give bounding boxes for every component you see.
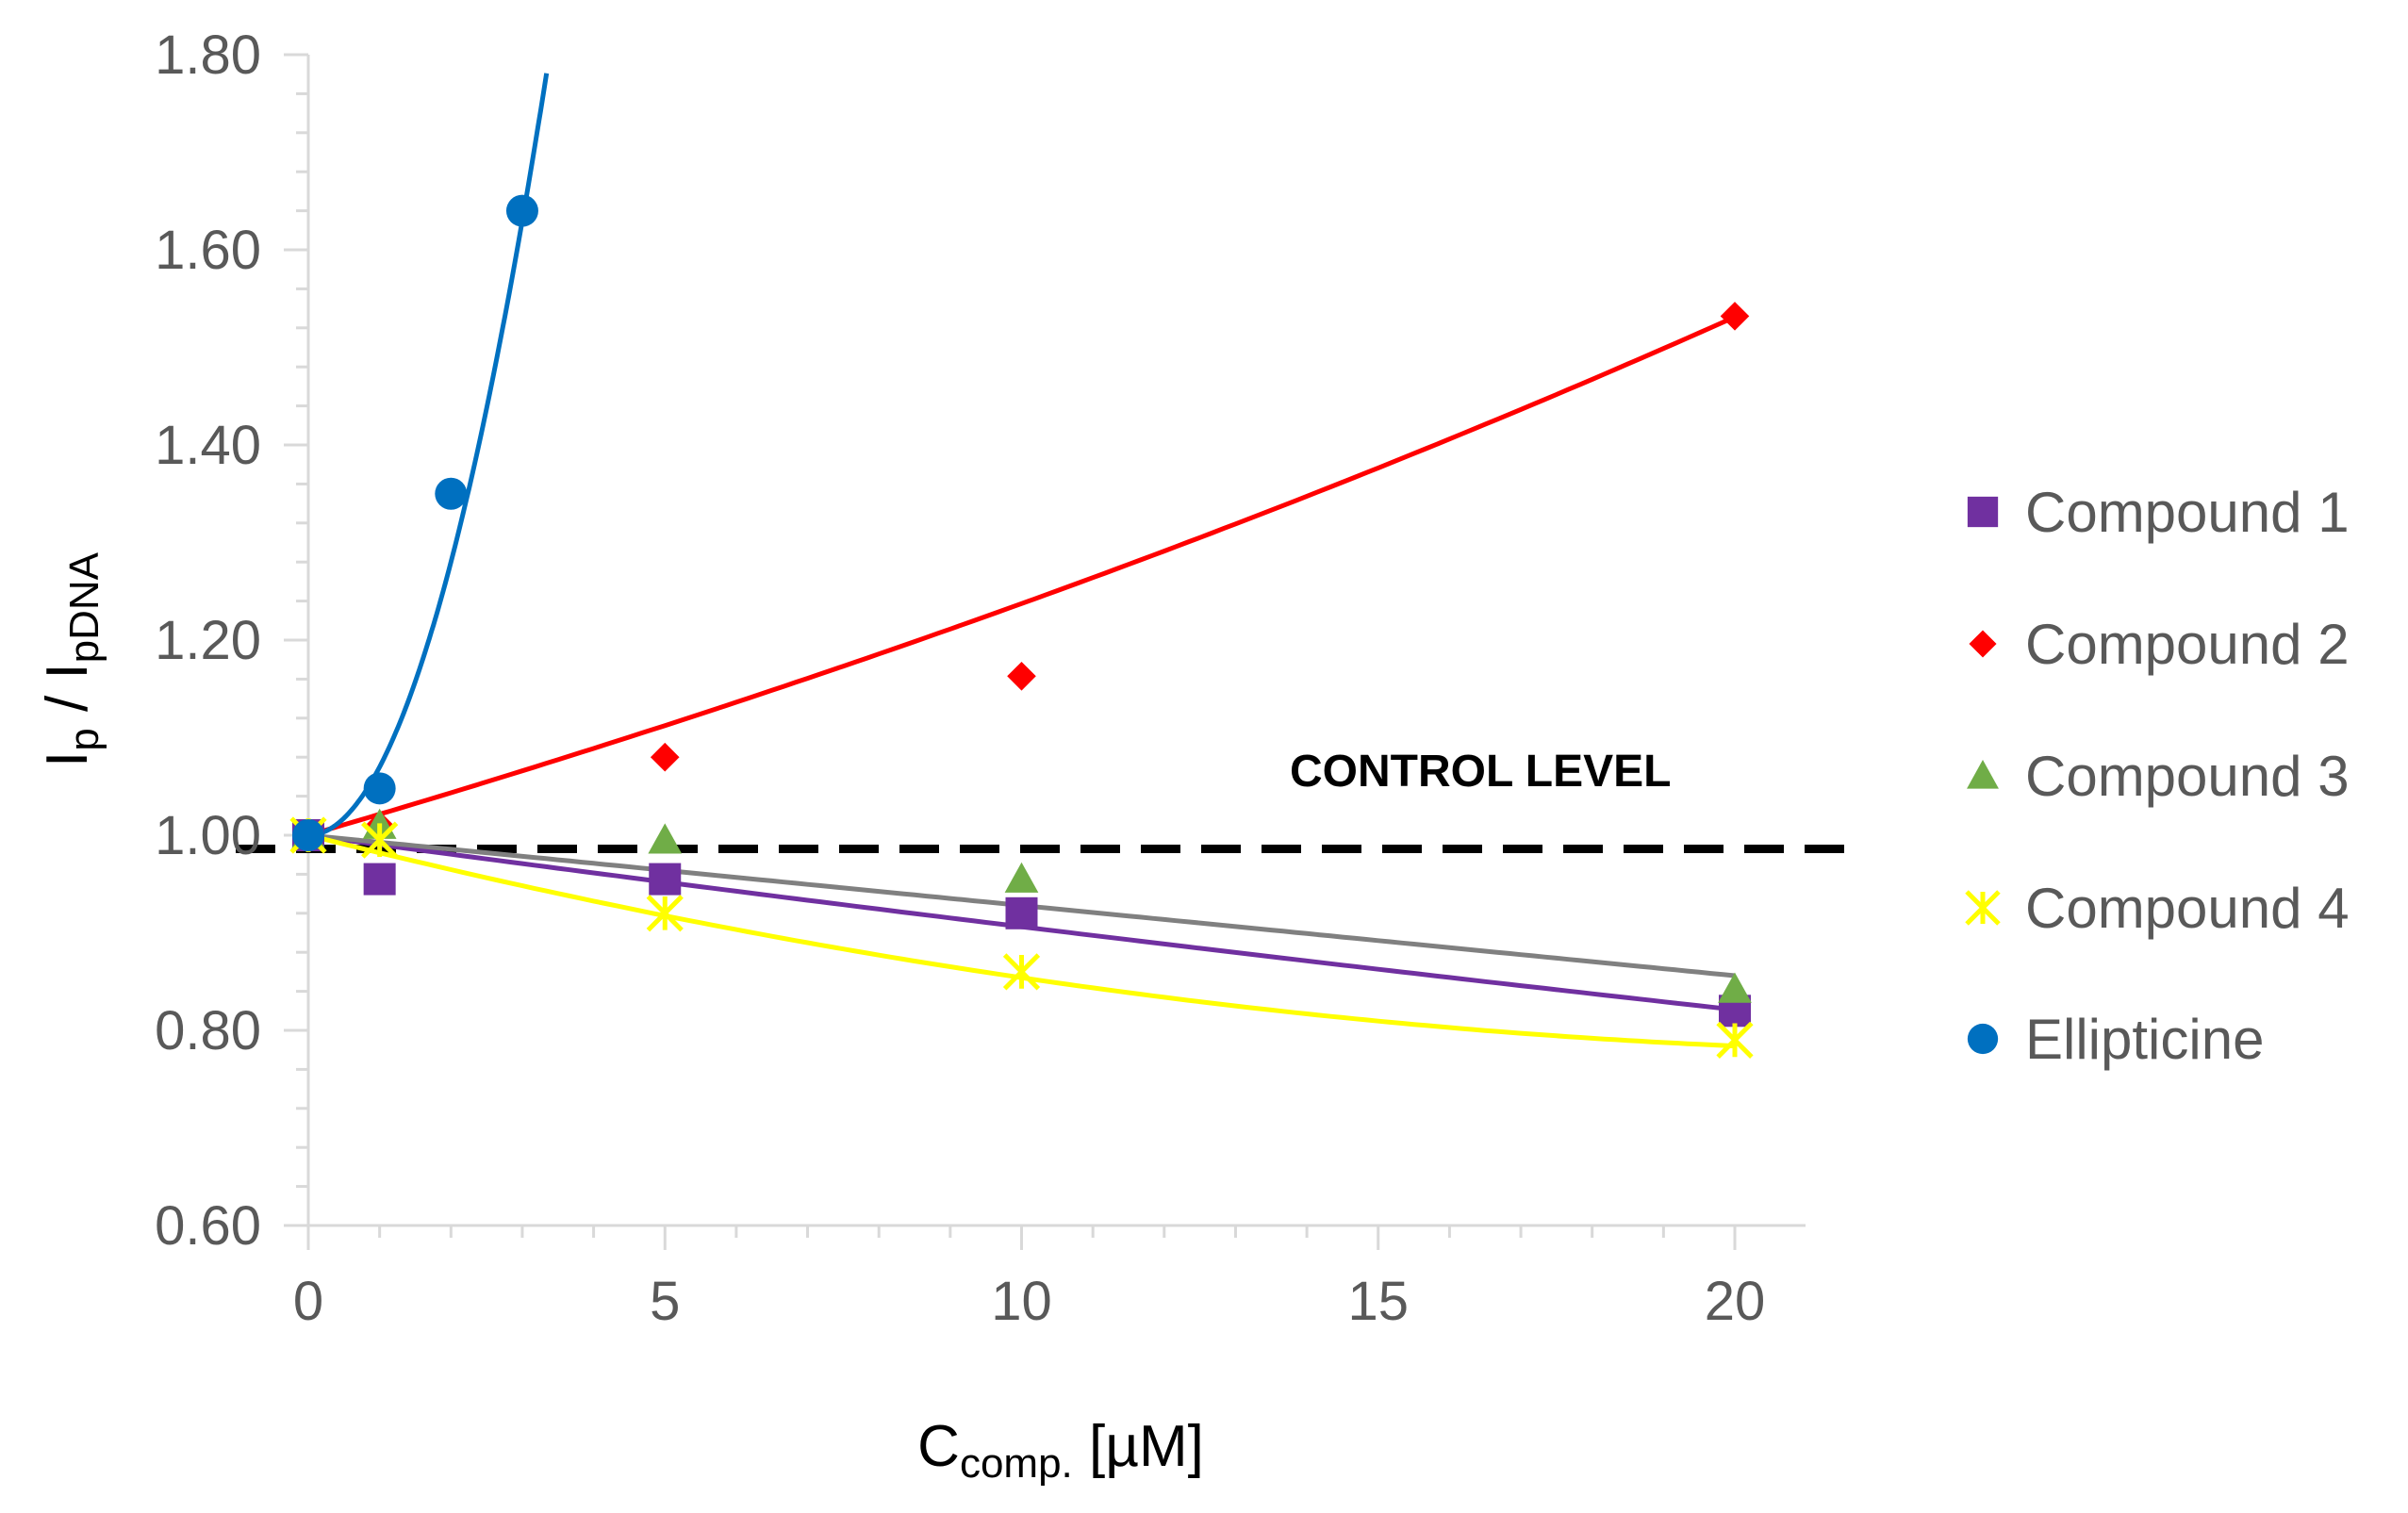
- legend-marker-compound-4: [1965, 890, 2001, 926]
- legend-item-compound-3: Compound 3: [1967, 745, 2350, 808]
- data-point-ellipticine: [435, 477, 468, 510]
- data-point-compound-4: [1716, 1021, 1754, 1059]
- y-axis-title-sub-pdna: pDNA: [61, 551, 107, 663]
- legend-marker-compound-3: [1967, 760, 1999, 789]
- axes: [236, 53, 1862, 1250]
- data-markers: [289, 194, 1754, 1059]
- y-tick-label: 1.60: [155, 220, 261, 281]
- data-point-compound-2: [1007, 661, 1036, 691]
- x-axis-title-main: C: [917, 1414, 960, 1479]
- data-point-compound-1: [363, 863, 396, 896]
- y-tick-label: 1.20: [155, 610, 261, 671]
- x-axis-title-sub: comp.: [960, 1440, 1073, 1487]
- legend-label-compound-3: Compound 3: [2025, 745, 2350, 808]
- x-tick-label: 15: [1347, 1271, 1409, 1332]
- legend-label-compound-2: Compound 2: [2025, 613, 2350, 676]
- x-tick-label: 5: [650, 1271, 680, 1332]
- data-point-compound-4: [361, 821, 399, 859]
- tick-labels: 0.60 0.80 1.00 1.20 1.40 1.60 1.80 0 5 10 15 20: [155, 25, 1765, 1332]
- legend: Compound 1 Compound 2 Compound 3 Compoun…: [1965, 481, 2350, 1071]
- legend-symbol: [1965, 890, 2001, 926]
- data-point-ellipticine: [292, 819, 324, 851]
- y-axis-title: Ip / IpDNA: [35, 551, 107, 767]
- data-point-ellipticine: [505, 194, 538, 227]
- legend-label-compound-1: Compound 1: [2025, 481, 2350, 544]
- legend-marker-compound-2: [1969, 630, 1997, 658]
- y-axis-title-main: I: [35, 751, 100, 767]
- data-point-compound-1: [649, 863, 682, 896]
- data-point-compound-4: [646, 895, 684, 932]
- series-compound-2: [293, 302, 1750, 850]
- data-point-ellipticine: [363, 772, 396, 805]
- y-tick-label: 0.60: [155, 1195, 261, 1257]
- legend-symbol: [1967, 496, 1999, 528]
- trendline-ellipticine: [307, 73, 550, 838]
- trendline-compound-2: [307, 315, 1737, 838]
- data-point-compound-2: [650, 742, 680, 772]
- data-point-compound-3: [1718, 972, 1752, 1003]
- svg-text:Ccomp. [µM]: Ccomp. [µM]: [917, 1414, 1204, 1487]
- y-axis-title-sub-p: p: [61, 728, 107, 750]
- legend-item-ellipticine: Ellipticine: [1967, 1008, 2264, 1071]
- y-tick-label: 1.00: [155, 805, 261, 866]
- x-tick-label: 20: [1705, 1271, 1766, 1332]
- y-axis-title-mid: / I: [35, 663, 100, 728]
- x-tick-label: 10: [991, 1271, 1052, 1332]
- legend-symbol: [1969, 630, 1997, 658]
- x-axis-title-units: [µM]: [1073, 1414, 1204, 1479]
- data-point-compound-2: [1720, 302, 1750, 331]
- legend-label-ellipticine: Ellipticine: [2025, 1008, 2264, 1071]
- legend-item-compound-2: Compound 2: [1969, 613, 2350, 676]
- x-tick-label: 0: [293, 1271, 323, 1332]
- legend-marker-compound-1: [1967, 496, 1999, 528]
- y-tick-label: 1.80: [155, 25, 261, 86]
- legend-symbol: [1967, 1023, 1999, 1055]
- data-point-compound-3: [648, 823, 683, 854]
- x-axis-title: Ccomp. [µM]: [917, 1414, 1204, 1487]
- legend-marker-ellipticine: [1967, 1023, 1999, 1055]
- y-tick-label: 0.80: [155, 1000, 261, 1061]
- y-tick-label: 1.40: [155, 415, 261, 476]
- data-point-compound-4: [1002, 953, 1041, 991]
- legend-item-compound-4: Compound 4: [1965, 877, 2350, 940]
- legend-symbol: [1967, 760, 1999, 789]
- data-point-compound-1: [1005, 896, 1038, 929]
- data-point-compound-3: [1004, 862, 1039, 893]
- legend-label-compound-4: Compound 4: [2025, 877, 2350, 940]
- legend-item-compound-1: Compound 1: [1967, 481, 2350, 544]
- control-level-label: CONTROL LEVEL: [1290, 747, 1671, 797]
- svg-text:Ip / IpDNA: Ip / IpDNA: [35, 551, 107, 767]
- series-ellipticine: [292, 194, 538, 851]
